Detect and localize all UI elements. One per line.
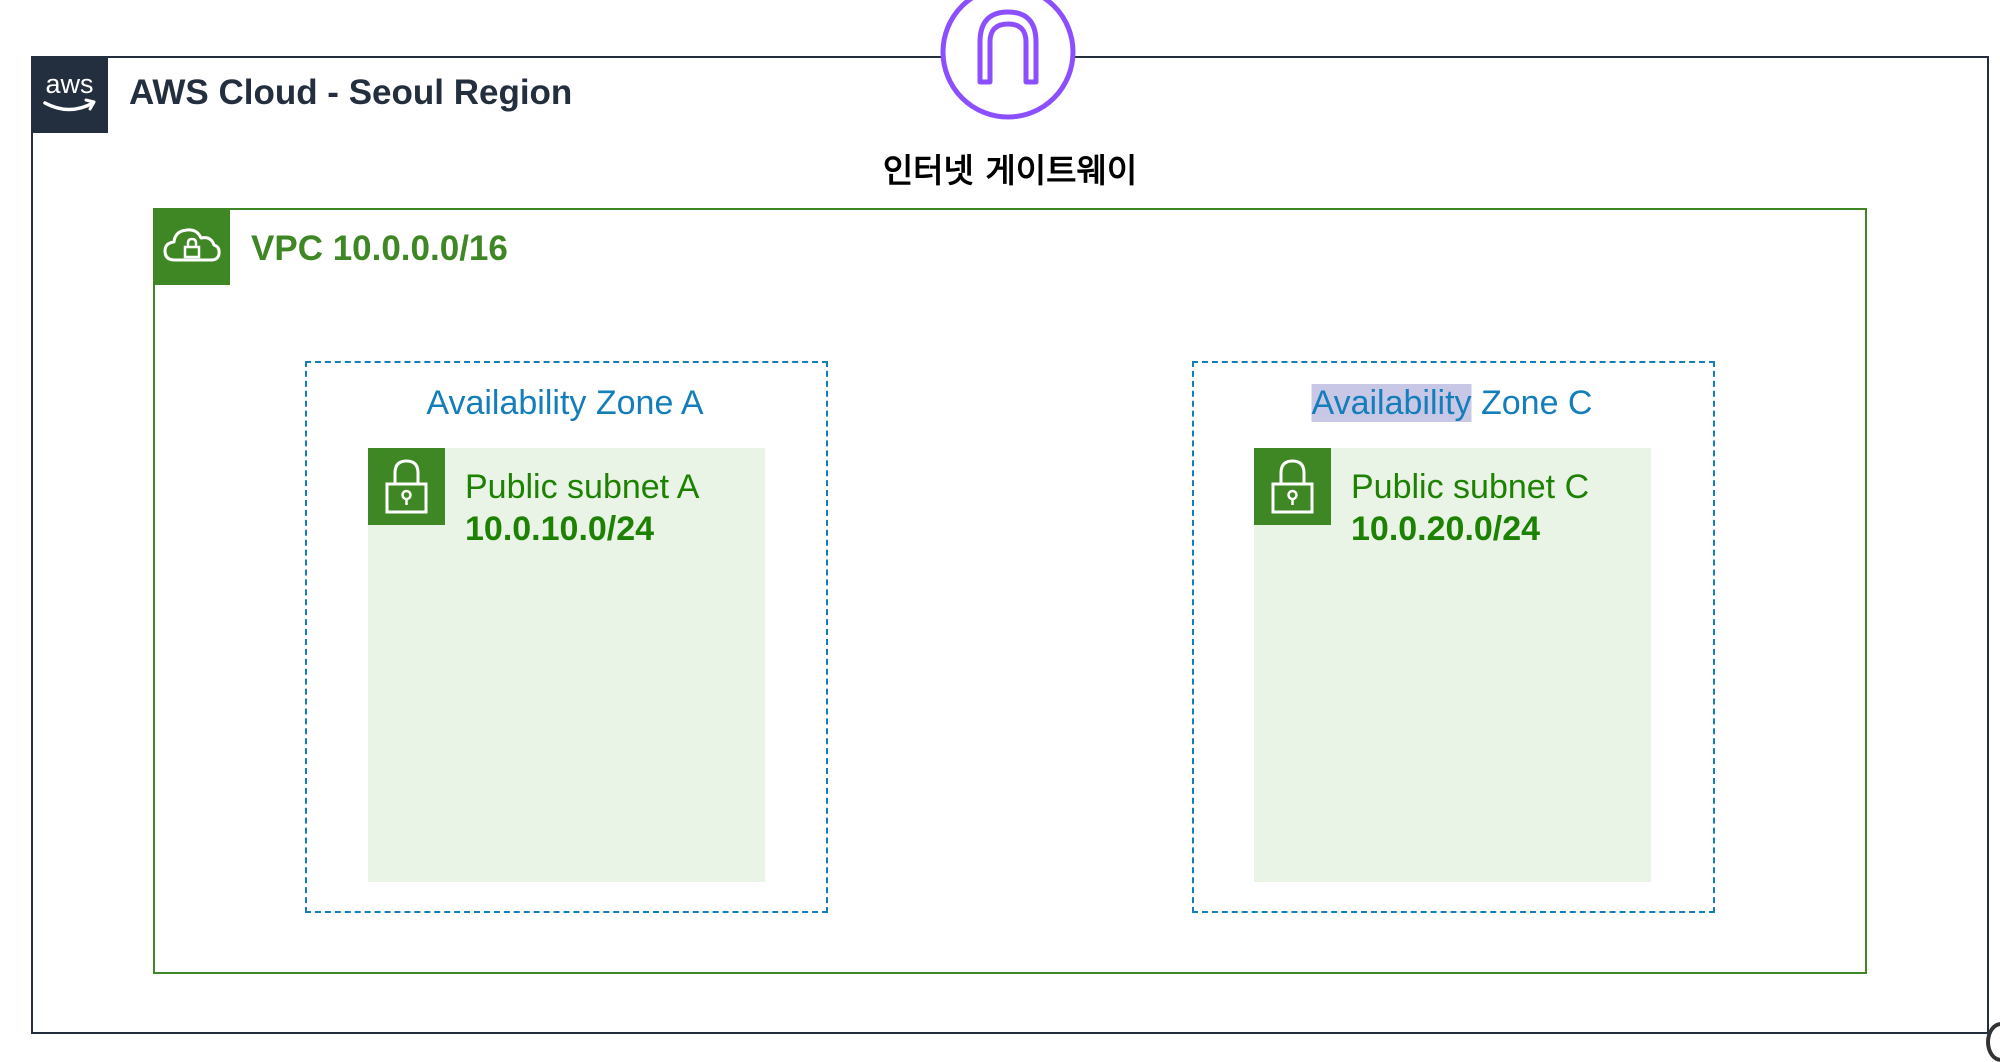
- public-subnet-a-name: Public subnet A: [465, 468, 700, 506]
- availability-zone-a-title: Availability Zone A: [426, 384, 703, 423]
- public-subnet-c-name: Public subnet C: [1351, 468, 1590, 506]
- az-c-title-highlight: Availability: [1311, 384, 1472, 422]
- vpc-group: [153, 208, 1867, 974]
- public-subnet-a-cidr: 10.0.10.0/24: [465, 510, 655, 548]
- padlock-icon: [368, 448, 445, 525]
- aws-logo-text: aws: [45, 69, 93, 99]
- availability-zone-c-title: Availability Zone C: [1311, 384, 1593, 423]
- az-a-title-text: Availability Zone A: [426, 384, 704, 422]
- availability-zone-c: [1192, 361, 1715, 913]
- cloud-title: AWS Cloud - Seoul Region: [129, 73, 573, 112]
- vpc-title: VPC 10.0.0.0/16: [251, 229, 508, 268]
- padlock-icon: [1254, 448, 1331, 525]
- availability-zone-a: [305, 361, 828, 913]
- az-c-title-text: Zone C: [1471, 384, 1593, 422]
- aws-logo-icon: aws: [31, 56, 108, 133]
- public-subnet-c-cidr: 10.0.20.0/24: [1351, 510, 1541, 548]
- internet-gateway-label: 인터넷 게이트웨이: [882, 151, 1138, 190]
- internet-gateway-icon: [936, 0, 1080, 124]
- vpc-cloud-lock-icon: [153, 208, 230, 285]
